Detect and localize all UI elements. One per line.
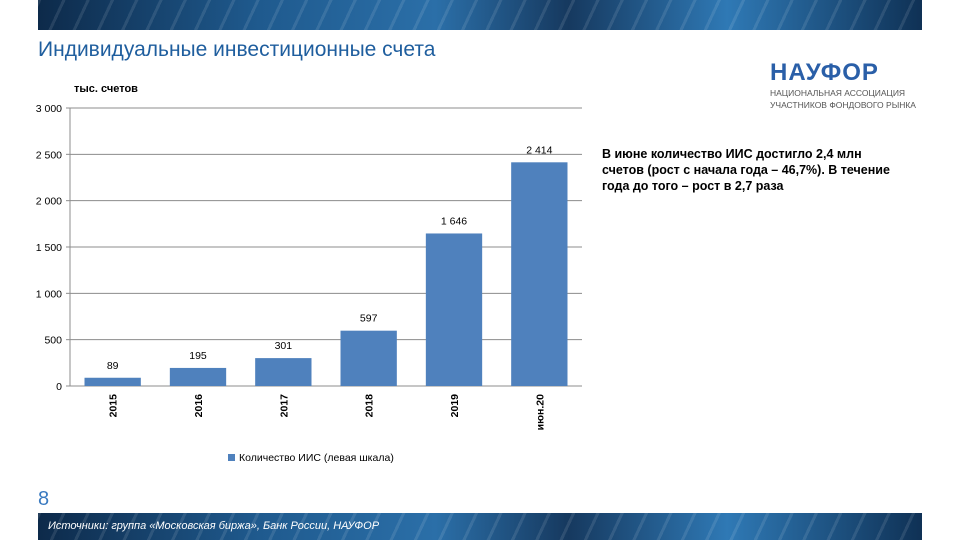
logo-name: НАУФОР (770, 59, 879, 86)
top-banner (38, 0, 922, 30)
bar (340, 330, 397, 386)
data-label: 597 (360, 313, 378, 325)
x-tick-label: 2019 (449, 394, 461, 418)
y-tick-label: 0 (56, 381, 62, 393)
x-tick-label: 2018 (364, 394, 376, 418)
page-number: 8 (38, 488, 50, 510)
page-title: Индивидуальные инвестиционные счета (38, 38, 436, 61)
legend-swatch (228, 454, 235, 461)
y-tick-label: 1 000 (36, 288, 62, 300)
y-tick-label: 3 000 (36, 103, 62, 115)
bar (425, 233, 483, 386)
bottom-banner (38, 513, 922, 540)
bar (511, 162, 568, 386)
legend-label: Количество ИИС (левая шкала) (239, 452, 394, 464)
naufor-logo: НАУФОР НАЦИОНАЛЬНАЯ АССОЦИАЦИЯ УЧАСТНИКО… (770, 59, 930, 111)
bar (169, 367, 227, 386)
chart-comment: В июне количество ИИС достигло 2,4 млн с… (602, 147, 890, 193)
x-tick-label: 2015 (108, 394, 120, 418)
logo-subtitle-line1: НАЦИОНАЛЬНАЯ АССОЦИАЦИЯ (770, 88, 906, 98)
y-tick-label: 2 500 (36, 149, 62, 161)
logo-subtitle-line2: УЧАСТНИКОВ ФОНДОВОГО РЫНКА (770, 100, 916, 110)
y-axis-label: тыс. счетов (74, 83, 138, 95)
data-label: 2 414 (526, 144, 552, 156)
bar-chart: 0 500 1 000 1 500 2 000 2 500 3 000 тыс. счетов… (36, 83, 582, 464)
data-label: 301 (275, 340, 293, 352)
x-tick-label: июн.20 (534, 394, 546, 431)
bar (84, 377, 141, 386)
y-tick-label: 2 000 (36, 196, 62, 208)
source-note: Источники: группа «Московская биржа», Ба… (48, 520, 380, 532)
data-label: 1 646 (441, 215, 467, 227)
x-tick-label: 2016 (193, 394, 205, 418)
bar (255, 358, 312, 386)
data-label: 89 (107, 360, 119, 372)
x-tick-label: 2017 (278, 394, 290, 418)
y-tick-label: 500 (44, 335, 62, 347)
data-label: 195 (189, 350, 207, 362)
y-tick-label: 1 500 (36, 242, 62, 254)
